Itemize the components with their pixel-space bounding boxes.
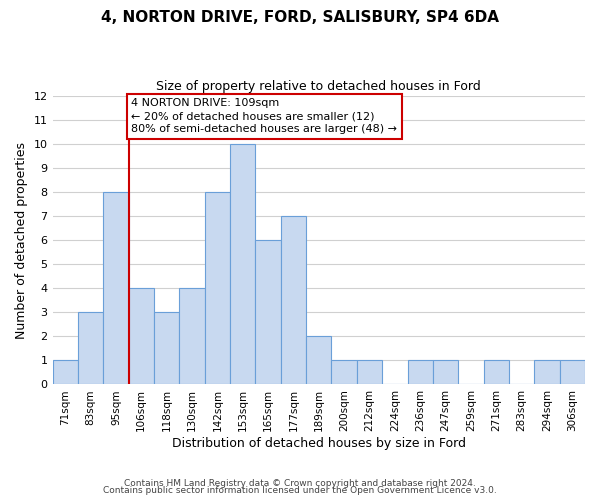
Bar	[205, 192, 230, 384]
Bar	[230, 144, 256, 384]
Bar	[433, 360, 458, 384]
Bar	[560, 360, 585, 384]
Bar	[128, 288, 154, 384]
Bar	[534, 360, 560, 384]
Bar	[407, 360, 433, 384]
Bar	[103, 192, 128, 384]
Text: Contains public sector information licensed under the Open Government Licence v3: Contains public sector information licen…	[103, 486, 497, 495]
Bar	[357, 360, 382, 384]
Y-axis label: Number of detached properties: Number of detached properties	[15, 142, 28, 338]
Text: 4 NORTON DRIVE: 109sqm
← 20% of detached houses are smaller (12)
80% of semi-det: 4 NORTON DRIVE: 109sqm ← 20% of detached…	[131, 98, 397, 134]
Bar	[281, 216, 306, 384]
Text: 4, NORTON DRIVE, FORD, SALISBURY, SP4 6DA: 4, NORTON DRIVE, FORD, SALISBURY, SP4 6D…	[101, 10, 499, 25]
Bar	[331, 360, 357, 384]
Bar	[154, 312, 179, 384]
Title: Size of property relative to detached houses in Ford: Size of property relative to detached ho…	[157, 80, 481, 93]
Text: Contains HM Land Registry data © Crown copyright and database right 2024.: Contains HM Land Registry data © Crown c…	[124, 478, 476, 488]
Bar	[484, 360, 509, 384]
Bar	[256, 240, 281, 384]
Bar	[306, 336, 331, 384]
Bar	[179, 288, 205, 384]
Bar	[78, 312, 103, 384]
X-axis label: Distribution of detached houses by size in Ford: Distribution of detached houses by size …	[172, 437, 466, 450]
Bar	[53, 360, 78, 384]
